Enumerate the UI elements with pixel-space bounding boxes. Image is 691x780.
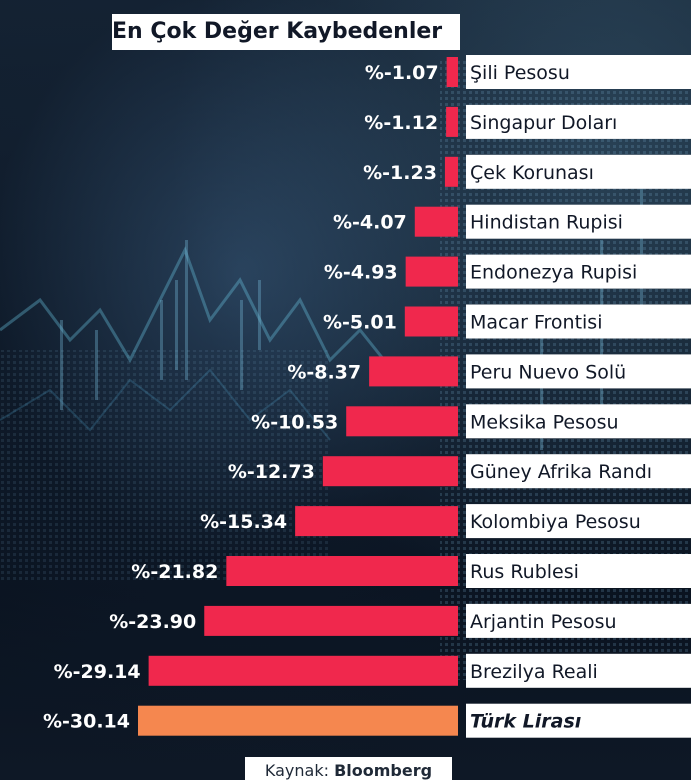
value-label: %-15.34	[200, 511, 287, 533]
category-label-bg	[466, 354, 691, 389]
category-label: Brezilya Reali	[470, 661, 598, 683]
bar	[369, 356, 458, 387]
category-label-bg	[466, 254, 691, 289]
bar	[444, 156, 458, 187]
value-label: %-12.73	[228, 461, 315, 483]
value-label: %-21.82	[131, 561, 218, 583]
category-label-bg	[466, 204, 691, 239]
value-label: %-23.90	[109, 611, 196, 633]
category-label: Peru Nuevo Solü	[470, 361, 626, 383]
value-label: %-4.07	[333, 212, 407, 234]
category-label: Macar Frontisi	[470, 312, 603, 334]
value-label: %-4.93	[324, 262, 398, 284]
category-label: Meksika Pesosu	[470, 411, 619, 433]
bar	[446, 57, 458, 87]
category-label-bg	[466, 55, 691, 89]
source-name: Bloomberg	[334, 761, 433, 780]
category-label: Çek Korunası	[470, 162, 594, 184]
category-label-bg	[466, 504, 691, 539]
bar	[346, 406, 458, 437]
category-label: Şili Pesosu	[470, 62, 570, 84]
bar	[204, 605, 458, 636]
category-label: Arjantin Pesosu	[470, 611, 617, 633]
chart-title: En Çok Değer Kaybedenler	[112, 14, 460, 50]
bar	[226, 556, 458, 586]
bar	[322, 456, 458, 487]
category-label-bg	[466, 154, 691, 189]
source-credit: Kaynak: Bloomberg	[245, 757, 452, 780]
value-label: %-29.14	[54, 661, 141, 683]
bar	[148, 655, 458, 686]
category-label: Güney Afrika Randı	[470, 461, 652, 483]
category-label: Rus Rublesi	[470, 561, 579, 583]
category-label-bg	[466, 653, 691, 688]
category-label: Singapur Doları	[470, 112, 617, 134]
category-label-bg	[466, 703, 691, 738]
value-label: %-1.23	[363, 162, 437, 184]
bar	[404, 306, 458, 337]
bar	[405, 256, 458, 287]
value-label: %-1.07	[365, 62, 439, 84]
category-label-bg	[466, 554, 691, 588]
bar	[414, 206, 458, 237]
source-prefix: Kaynak:	[264, 761, 329, 780]
category-label: Endonezya Rupisi	[470, 262, 637, 284]
value-label: %-8.37	[287, 361, 361, 383]
bar	[138, 705, 458, 736]
bar	[295, 506, 458, 537]
category-label-bg	[466, 404, 691, 439]
value-label: %-30.14	[43, 711, 130, 733]
value-label: %-1.12	[364, 112, 438, 134]
category-label-bg	[466, 304, 691, 339]
category-label-bg	[466, 104, 691, 139]
value-label: %-10.53	[251, 411, 338, 433]
category-label: Türk Lirası	[470, 711, 581, 733]
category-label: Hindistan Rupisi	[470, 212, 623, 234]
bar	[446, 106, 458, 137]
value-label: %-5.01	[323, 312, 397, 334]
category-label-bg	[466, 454, 691, 489]
category-label-bg	[466, 603, 691, 638]
category-label: Kolombiya Pesosu	[470, 511, 641, 533]
